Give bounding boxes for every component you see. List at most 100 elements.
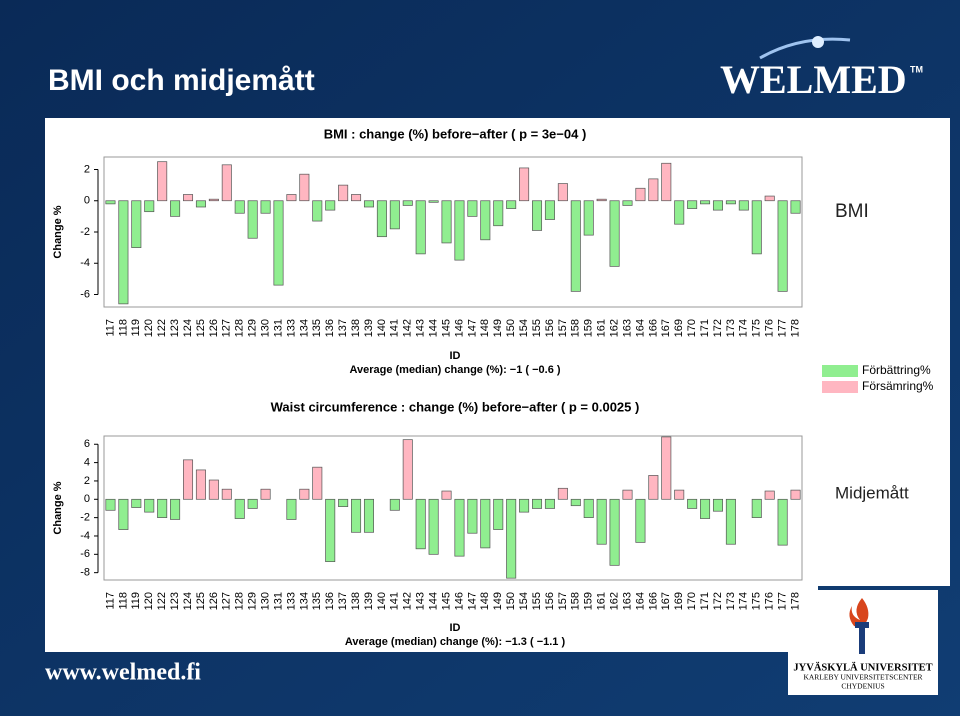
bar: [596, 198, 607, 202]
bar: [674, 200, 685, 225]
bar: [131, 200, 142, 248]
bar: [777, 200, 788, 292]
x-tick-label: 171: [699, 319, 711, 337]
y-tick-label: -2: [80, 226, 90, 238]
bar: [260, 200, 271, 214]
bar: [363, 498, 374, 533]
x-tick-label: 163: [621, 319, 633, 337]
x-tick-label: 155: [531, 592, 543, 610]
bar: [170, 498, 181, 520]
x-tick-label: 150: [505, 319, 517, 337]
bar: [700, 498, 711, 519]
x-tick-label: 154: [518, 319, 530, 337]
bar: [454, 498, 465, 557]
bar: [312, 200, 323, 222]
x-tick-label: 125: [195, 592, 207, 610]
bar: [557, 183, 568, 202]
x-tick-label: 138: [350, 319, 362, 337]
bar: [170, 200, 181, 217]
x-tick-label: 175: [751, 592, 763, 610]
x-tick-label: 125: [195, 319, 207, 337]
x-tick-label: 169: [673, 319, 685, 337]
bar: [622, 489, 633, 500]
x-tick-label: 142: [402, 319, 414, 337]
bar: [609, 200, 620, 267]
x-tick-label: 136: [324, 592, 336, 610]
bar: [609, 498, 620, 566]
x-tick-label: 167: [660, 592, 672, 610]
x-tick-label: 124: [182, 319, 194, 337]
logo-dot: [812, 36, 824, 48]
bar: [157, 161, 168, 202]
logo-swoosh: [759, 37, 851, 60]
x-tick-label: 126: [208, 319, 220, 337]
side-label: Midjemått: [835, 483, 909, 502]
y-tick-label: 0: [84, 493, 90, 505]
x-tick-label: 137: [337, 319, 349, 337]
bar: [777, 498, 788, 546]
bar: [480, 498, 491, 549]
bar: [454, 200, 465, 261]
bar: [221, 488, 232, 500]
bar: [208, 198, 219, 202]
x-tick-label: 176: [764, 319, 776, 337]
bar: [105, 498, 116, 511]
x-tick-label: 135: [311, 592, 323, 610]
x-tick-label: 143: [415, 592, 427, 610]
bar: [286, 194, 297, 202]
bar: [532, 498, 543, 509]
torch-flame: [849, 598, 869, 627]
bar: [570, 498, 581, 507]
x-tick-label: 129: [247, 319, 259, 337]
x-tick-label: 169: [673, 592, 685, 610]
bar: [493, 200, 504, 227]
bar: [286, 498, 297, 520]
bar: [570, 200, 581, 292]
x-tick-label: 154: [518, 592, 530, 610]
x-tick-label: 166: [647, 319, 659, 337]
bar: [544, 200, 555, 220]
bar: [247, 200, 258, 239]
y-axis-label: Change %: [52, 205, 64, 258]
x-tick-label: 146: [453, 592, 465, 610]
university-name: KARLEBY UNIVERSITETSCENTER: [803, 673, 922, 682]
x-tick-label: 139: [363, 592, 375, 610]
bar: [532, 200, 543, 231]
x-tick-label: 133: [285, 319, 297, 337]
x-tick-label: 162: [608, 319, 620, 337]
x-tick-label: 117: [104, 319, 116, 337]
chart-title: Waist circumference : change (%) before−…: [271, 399, 640, 414]
bar: [635, 498, 646, 543]
bar: [583, 200, 594, 236]
bar: [234, 200, 245, 214]
x-tick-label: 134: [298, 592, 310, 610]
bar: [338, 498, 349, 507]
legend-swatch: [822, 365, 858, 377]
chart-title: BMI : change (%) before−after ( p = 3e−0…: [324, 126, 587, 141]
y-tick-label: 6: [84, 438, 90, 450]
x-tick-label: 156: [544, 319, 556, 337]
x-tick-label: 140: [376, 592, 388, 610]
bar: [428, 498, 439, 555]
x-tick-label: 147: [466, 592, 478, 610]
x-tick-label: 123: [169, 319, 181, 337]
bar: [312, 466, 323, 500]
bar: [687, 498, 698, 509]
x-tick-label: 170: [686, 592, 698, 610]
x-tick-label: 173: [725, 319, 737, 337]
x-tick-label: 146: [453, 319, 465, 337]
x-tick-label: 176: [764, 592, 776, 610]
legend-label: Försämring%: [862, 379, 934, 393]
side-label: BMI: [835, 201, 869, 222]
x-tick-label: 128: [234, 319, 246, 337]
bar: [195, 200, 206, 208]
x-tick-label: 145: [440, 592, 452, 610]
bar: [467, 200, 478, 217]
x-axis-label: ID: [450, 622, 461, 634]
bar: [712, 200, 723, 211]
x-tick-label: 174: [738, 319, 750, 337]
bar: [195, 469, 206, 500]
torch-cup: [855, 622, 869, 628]
bar: [325, 200, 336, 211]
